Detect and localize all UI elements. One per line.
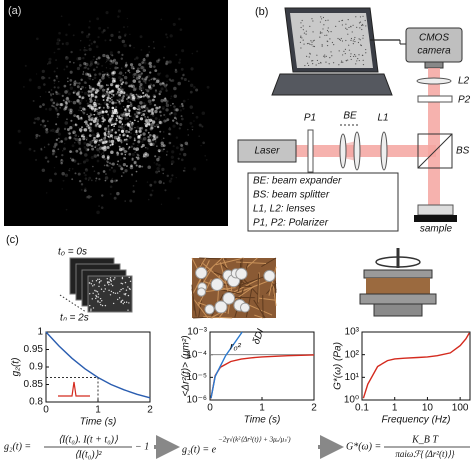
legend-entry: BE: beam expander xyxy=(253,176,342,187)
label: P1 xyxy=(304,113,316,124)
camera-label: camera xyxy=(417,46,451,57)
y-tick-label: 10³ xyxy=(345,327,360,338)
equation: K_B T xyxy=(411,434,439,445)
label: BE xyxy=(343,111,357,122)
polarizer xyxy=(307,129,314,173)
stage xyxy=(414,215,457,222)
equation: g₂(t) = xyxy=(4,441,31,452)
panel-label: (c) xyxy=(6,234,19,246)
label: P2 xyxy=(458,95,471,106)
label: BS xyxy=(456,146,470,157)
beam xyxy=(296,145,436,157)
annotation: δDI xyxy=(251,327,267,346)
y-tick-label: 0.9 xyxy=(29,362,43,373)
legend-entry: BS: beam splitter xyxy=(253,190,330,201)
x-tick-label: 10 xyxy=(422,403,434,414)
legend-entry: P1, P2: Polarizer xyxy=(253,218,329,229)
camera-mount xyxy=(424,61,444,69)
legend-entry: L1, L2: lenses xyxy=(253,204,315,215)
y-tick-label: 10¹ xyxy=(345,372,360,383)
fiber-network xyxy=(191,257,277,319)
x-tick-label: 1 xyxy=(259,403,265,414)
label: sample xyxy=(420,224,453,235)
label: L1 xyxy=(377,113,388,124)
y-tick-label: 0.95 xyxy=(24,344,44,355)
x-tick-label: 0.1 xyxy=(355,403,369,414)
beam-splitter xyxy=(417,133,453,169)
series-line xyxy=(210,354,315,399)
x-tick-label: 0 xyxy=(43,405,49,416)
equation: ⟨I(t₀). I(t + t₀)⟩ xyxy=(58,434,118,445)
x-tick-label: 1 xyxy=(95,405,101,416)
equation: G*(ω) = xyxy=(346,441,381,452)
y-tick-label: 0.8 xyxy=(29,397,43,408)
x-axis-label: Time (s) xyxy=(80,417,117,428)
polarizer xyxy=(417,95,453,103)
y-tick-label: 10⁻⁴ xyxy=(186,349,207,360)
frame-label: tₙ = 2s xyxy=(60,313,89,324)
y-tick-label: 10⁻⁶ xyxy=(186,395,207,406)
y-axis-label: <Δr²(t)> (μm²) xyxy=(181,335,192,396)
legend-box xyxy=(247,172,399,232)
equation: −2γ√(k²⟨Δr²(t)⟩ + 3μₐ/μₛ′) xyxy=(218,436,291,444)
y-tick-label: 1 xyxy=(37,327,43,338)
sample xyxy=(417,204,454,216)
y-tick-label: 0.85 xyxy=(24,379,44,390)
intensity-trace xyxy=(58,381,90,397)
guide xyxy=(46,377,99,402)
series-line xyxy=(45,331,151,399)
beam xyxy=(428,68,440,208)
series-line xyxy=(210,331,243,399)
y-tick-label: 10⁻⁵ xyxy=(186,372,207,383)
label: L2 xyxy=(458,76,470,87)
x-tick-label: 2 xyxy=(147,405,153,416)
panel-label: (b) xyxy=(255,6,268,18)
frame-stack xyxy=(59,257,133,313)
frame-label: t₀ = 0s xyxy=(58,247,87,258)
equation: g₂(t) = e xyxy=(182,444,217,455)
plot-frame xyxy=(361,331,471,401)
x-tick-label: 2 xyxy=(311,403,317,414)
panel-label: (a) xyxy=(8,5,21,17)
x-tick-label: 0 xyxy=(207,403,213,414)
lens xyxy=(353,131,361,171)
x-axis-label: Time (s) xyxy=(244,415,281,426)
rheometer xyxy=(359,248,437,317)
y-axis-label: g₂(t) xyxy=(11,358,22,377)
laser xyxy=(237,139,297,163)
x-tick-label: 100 xyxy=(452,403,469,414)
annotation: r₀² xyxy=(230,341,242,352)
equation: πaiωℱ{⟨Δr²(t)⟩} xyxy=(395,449,455,459)
equation: ⟨I(t₀)⟩² xyxy=(74,449,102,460)
camera-label: CMOS xyxy=(419,33,449,44)
label: Laser xyxy=(254,146,280,157)
y-tick-label: 10² xyxy=(345,349,360,360)
y-tick-label: 10⁰ xyxy=(344,395,359,406)
x-tick-label: 1 xyxy=(392,403,398,414)
x-axis-label: Frequency (Hz) xyxy=(382,415,451,426)
lens xyxy=(416,77,452,85)
lens xyxy=(339,133,347,169)
y-tick-label: 10⁻³ xyxy=(187,327,207,338)
lens xyxy=(380,131,388,171)
series-line xyxy=(362,332,470,399)
y-axis-label: G*(ω) (Pa) xyxy=(333,342,344,390)
equation: − 1 xyxy=(135,441,149,452)
laptop xyxy=(271,7,406,96)
